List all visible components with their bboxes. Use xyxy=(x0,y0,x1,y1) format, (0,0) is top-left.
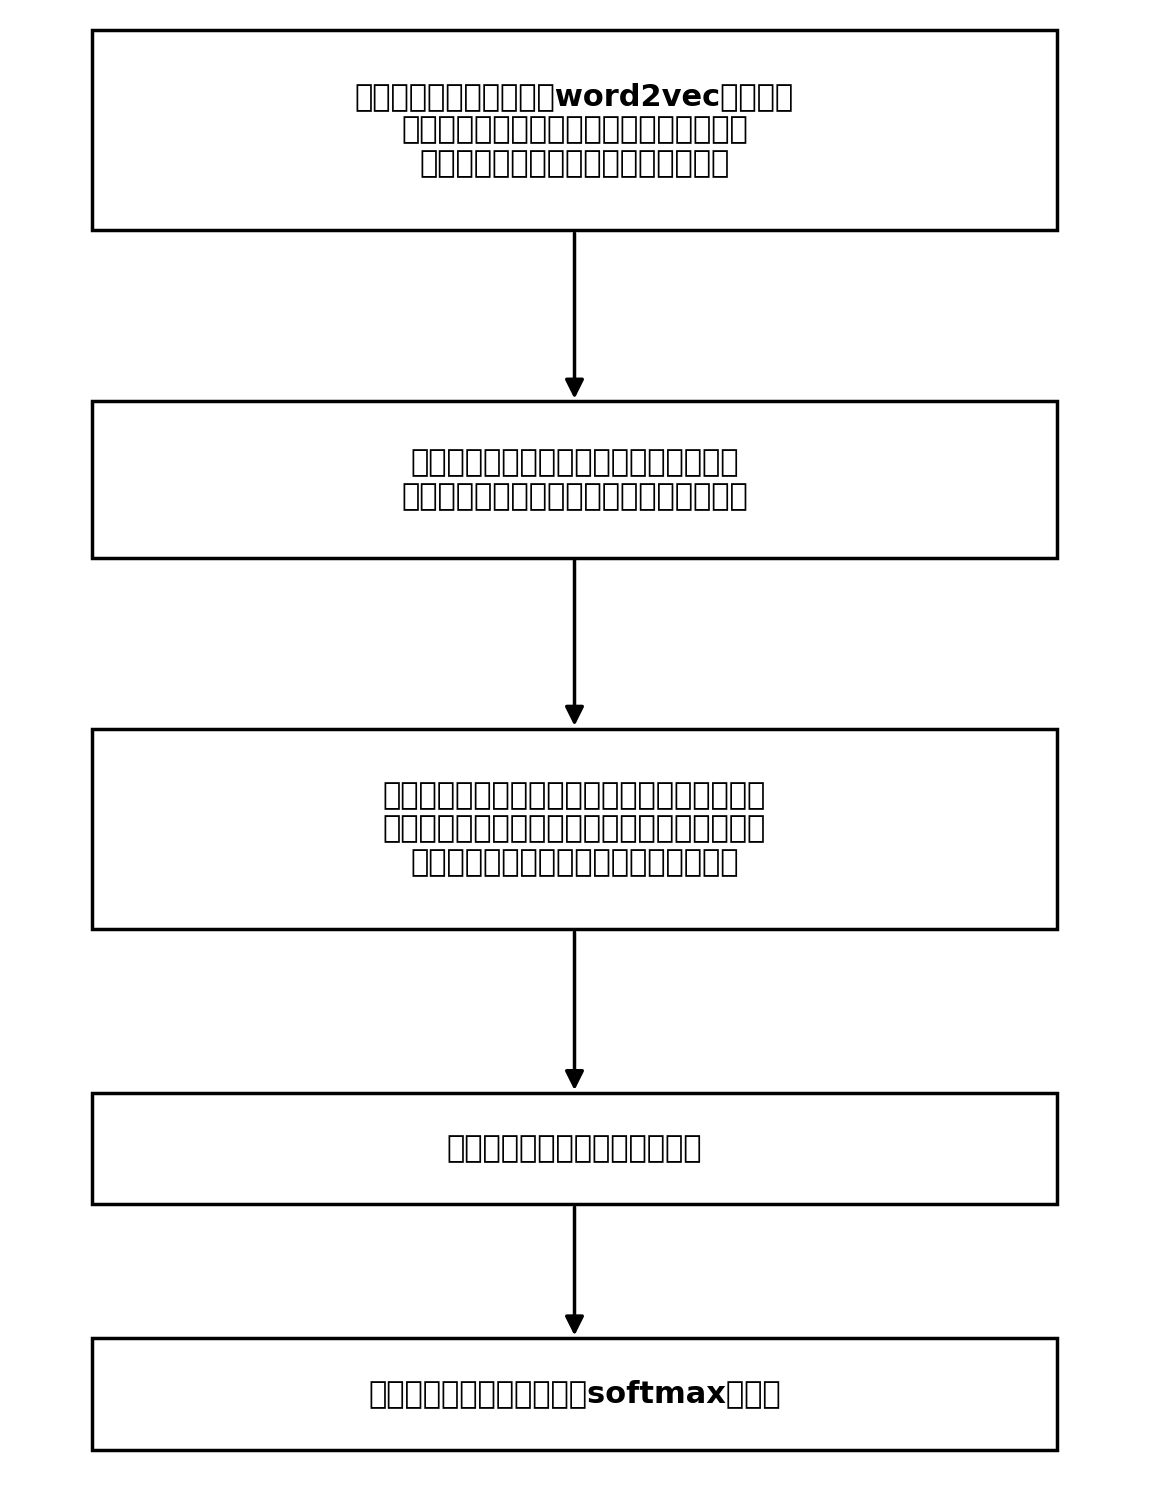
Text: 基于全连接方式对特征随机置零: 基于全连接方式对特征随机置零 xyxy=(447,1135,702,1163)
Text: 引入转折词字典，根据转折词在卷积结果中位置
对卷积结果进行分块，并在每块个分块中利用最
大池化方法获取每个块中的重要特征信息: 引入转折词字典，根据转折词在卷积结果中位置 对卷积结果进行分块，并在每块个分块中… xyxy=(383,781,766,877)
Text: 使用谷歌公开的语料库和word2vec训练词向
量，作为词向量字典，并从中查询文本中每
个单词的词向量，得到文本词向量矩阵: 使用谷歌公开的语料库和word2vec训练词向 量，作为词向量字典，并从中查询文… xyxy=(355,82,794,178)
Text: 设置多个不同尺寸的卷积核对词向量矩阵
进行卷积操作，以获取更加丰富的文本特征: 设置多个不同尺寸的卷积核对词向量矩阵 进行卷积操作，以获取更加丰富的文本特征 xyxy=(401,448,748,512)
FancyBboxPatch shape xyxy=(92,401,1057,558)
FancyBboxPatch shape xyxy=(92,30,1057,230)
Text: 基于置零后的特征空间构建softmax分类器: 基于置零后的特征空间构建softmax分类器 xyxy=(368,1380,781,1408)
FancyBboxPatch shape xyxy=(92,729,1057,929)
FancyBboxPatch shape xyxy=(92,1093,1057,1204)
FancyBboxPatch shape xyxy=(92,1338,1057,1450)
